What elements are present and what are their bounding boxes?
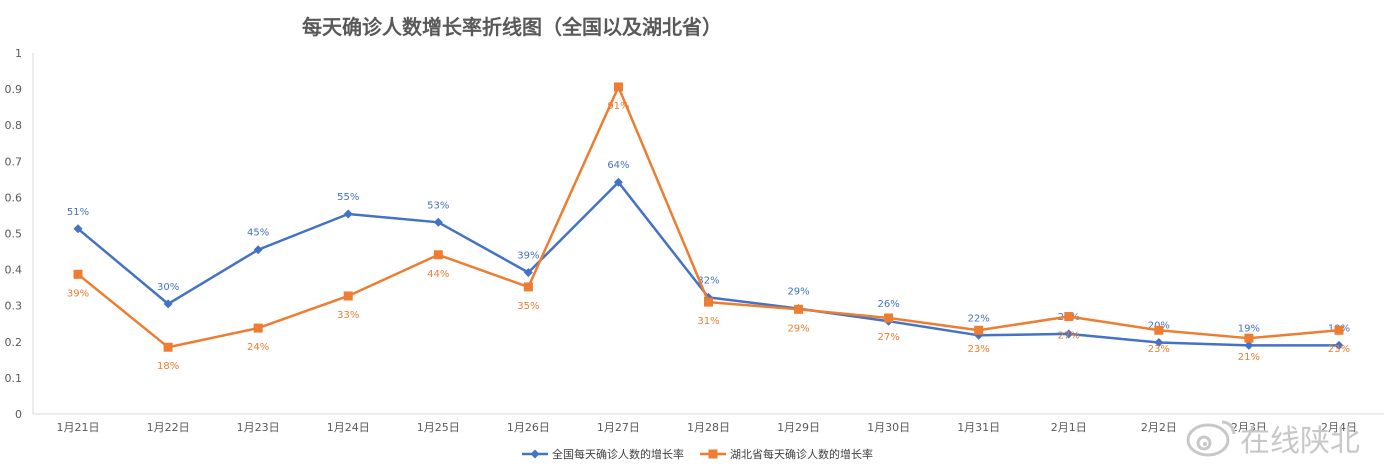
data-point-square [1334, 325, 1344, 335]
y-tick-label: 0.3 [5, 300, 23, 313]
x-tick-label: 2月2日 [1141, 421, 1177, 434]
data-label: 26% [878, 299, 900, 310]
data-point-square [343, 291, 353, 301]
data-label: 33% [337, 310, 359, 321]
y-tick-label: 1 [15, 47, 22, 60]
x-tick-label: 1月29日 [777, 421, 820, 434]
data-label: 53% [427, 200, 449, 211]
data-point-square [73, 269, 83, 279]
legend-marker-square [708, 449, 718, 459]
data-point-square [1244, 333, 1254, 343]
data-label: 23% [968, 344, 990, 355]
data-label: 30% [157, 282, 179, 293]
data-label: 32% [697, 275, 719, 286]
series-2: 39% 18% 24% 33% 44% 35% 91% 31% 29% 27% 23% 27% 23% 2… [67, 82, 1350, 372]
x-tick-label: 1月31日 [957, 421, 1000, 434]
weibo-logo-icon [1186, 420, 1236, 457]
data-point-square [253, 323, 263, 333]
x-tick-label: 1月23日 [237, 421, 280, 434]
data-point-square [1064, 312, 1074, 322]
data-label: 23% [1328, 344, 1350, 355]
data-label: 91% [607, 101, 629, 112]
y-tick-label: 0.8 [5, 119, 23, 132]
x-tick-label: 2月1日 [1051, 421, 1087, 434]
data-point-diamond [1244, 340, 1254, 350]
x-axis: 1月21日 1月22日 1月23日 1月24日 1月25日 1月26日 1月27日 1月28日… [33, 413, 1384, 434]
data-label: 35% [517, 301, 539, 312]
data-point-square [1154, 325, 1164, 335]
data-point-square [433, 250, 443, 260]
data-label: 23% [1148, 344, 1170, 355]
data-label: 29% [787, 323, 809, 334]
y-tick-label: 0.6 [5, 191, 23, 204]
y-tick-label: 0 [15, 408, 22, 421]
data-point-square [794, 304, 804, 314]
data-point-diamond [1154, 338, 1164, 348]
series-layer: 51%30%45%55%53%39%64%32%29%26%22%22%20%1… [67, 82, 1350, 372]
y-tick-label: 0.1 [5, 372, 23, 385]
x-tick-label: 1月25日 [417, 421, 460, 434]
data-point-diamond [613, 177, 623, 187]
legend-item: 湖北省每天确诊人数的增长率 [700, 447, 873, 461]
data-point-square [884, 313, 894, 323]
watermark-text: 在线陕北 [1240, 424, 1360, 459]
x-tick-label: 1月22日 [147, 421, 190, 434]
legend-item: 全国每天确诊人数的增长率 [522, 447, 684, 461]
data-point-square [613, 82, 623, 92]
data-point-square [523, 282, 533, 292]
x-tick-label: 1月21日 [57, 421, 100, 434]
x-tick-label: 2月3日 [1231, 421, 1267, 434]
legend-marker-diamond [530, 449, 540, 459]
y-tick-label: 0.5 [5, 228, 23, 241]
x-tick-label: 2月4日 [1321, 421, 1357, 434]
data-point-square [163, 342, 173, 352]
watermark: 在线陕北 [1186, 420, 1360, 459]
x-tick-label: 1月24日 [327, 421, 370, 434]
data-label: 31% [697, 316, 719, 327]
data-label: 45% [247, 228, 269, 239]
y-tick-label: 0.2 [5, 336, 23, 349]
data-label: 27% [1058, 331, 1080, 342]
data-label: 39% [517, 250, 539, 261]
data-point-diamond [253, 245, 263, 255]
x-tick-label: 1月26日 [507, 421, 550, 434]
data-point-square [704, 297, 713, 307]
x-tick-label: 1月28日 [687, 421, 730, 434]
y-tick-label: 0.7 [5, 155, 23, 168]
chart-title: 每天确诊人数增长率折线图（全国以及湖北省） [302, 15, 722, 39]
data-label: 39% [67, 288, 89, 299]
y-tick-label: 0.4 [5, 264, 23, 277]
y-axis: 0 0.1 0.2 0.3 0.4 0.5 0.6 0.7 0.8 0.9 1 [5, 47, 34, 421]
data-label: 44% [427, 269, 449, 280]
data-point-diamond [343, 209, 353, 219]
data-label: 19% [1238, 323, 1260, 334]
data-point-diamond [73, 224, 83, 234]
y-tick-label: 0.9 [5, 83, 23, 96]
data-label: 22% [968, 313, 990, 324]
data-label: 18% [157, 361, 179, 372]
data-point-diamond [1064, 329, 1074, 339]
data-label: 55% [337, 192, 359, 203]
data-point-diamond [163, 299, 173, 309]
data-point-square [974, 325, 984, 335]
data-label: 51% [67, 207, 89, 218]
data-label: 21% [1238, 352, 1260, 363]
series-line [77, 85, 1340, 349]
x-tick-label: 1月30日 [867, 421, 910, 434]
data-label: 29% [787, 287, 809, 298]
legend-label: 湖北省每天确诊人数的增长率 [730, 447, 873, 461]
data-point-diamond [1334, 340, 1344, 350]
legend-label: 全国每天确诊人数的增长率 [552, 447, 684, 461]
data-point-diamond [433, 217, 443, 227]
data-label: 24% [247, 342, 269, 353]
legend: 全国每天确诊人数的增长率 湖北省每天确诊人数的增长率 [522, 447, 873, 461]
data-label: 64% [607, 160, 629, 171]
data-point-diamond [523, 267, 533, 277]
x-tick-label: 1月27日 [597, 421, 640, 434]
data-label: 27% [878, 332, 900, 343]
